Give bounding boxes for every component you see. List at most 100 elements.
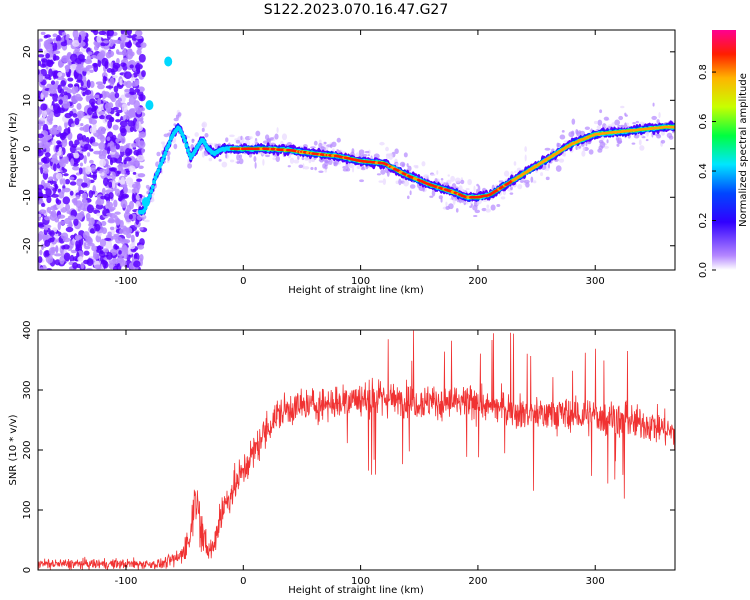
heatmap-cell [123,71,132,79]
heatmap-cell [345,167,351,172]
heatmap-cell [69,176,75,181]
heatmap-cell [200,137,204,141]
heatmap-cell [41,109,47,118]
heatmap-cell [378,180,384,183]
heatmap-cell [173,123,177,127]
heatmap-cell [238,154,243,159]
heatmap-cell [98,52,103,57]
heatmap-cell [179,129,183,133]
heatmap-cell [61,245,66,250]
heatmap-cell [44,92,49,96]
heatmap-cell [120,199,128,209]
heatmap-cell [44,239,51,247]
heatmap-cell [116,58,120,65]
heatmap-cell [73,152,80,159]
heatmap-cell [124,93,131,98]
heatmap-cell [253,156,257,162]
heatmap-cell [160,141,166,145]
heatmap-cell [135,67,141,75]
heatmap-cell [593,120,598,125]
heatmap-cell [123,186,128,192]
heatmap-cell [638,139,642,146]
heatmap-cell [645,139,649,142]
heatmap-cell [69,53,78,62]
heatmap-cell [137,173,146,178]
heatmap-cell [318,139,322,144]
heatmap-cell [71,143,78,148]
heatmap-cell [135,106,142,115]
heatmap-cell [513,161,517,166]
heatmap-cell [150,185,155,188]
heatmap-cell [45,43,54,53]
heatmap-cell [130,234,135,243]
heatmap-cell [303,166,310,170]
heatmap-cell [485,208,491,213]
heatmap-cell [102,260,109,269]
heatmap-cell [618,115,624,121]
heatmap-cell [236,161,240,165]
heatmap-cell [276,127,279,133]
heatmap-cell [96,129,101,134]
heatmap-cell [119,120,128,127]
heatmap-cell [524,154,527,162]
heatmap-cell [447,174,450,177]
heatmap-cell [136,48,142,56]
heatmap-cell [90,164,96,172]
heatmap-cell [186,136,191,139]
heatmap-cell [309,158,316,162]
heatmap-cell [188,156,193,160]
heatmap-cell [140,116,144,121]
heatmap-cell [57,214,66,219]
heatmap-cell [75,243,80,250]
heatmap-cell [452,198,456,205]
heatmap-cell [101,57,109,67]
heatmap-cell [133,260,141,268]
heatmap-cell [314,166,317,171]
heatmap-cell [61,139,68,148]
heatmap-cell [248,136,253,140]
heatmap-cell [186,148,190,152]
heatmap-cell [120,169,126,175]
heatmap-cell [59,255,65,265]
colorbar-ticks: 0.0 0.2 0.4 0.6 0.8 [698,64,716,278]
heatmap-cell [165,148,169,151]
heatmap-cell [96,212,101,217]
heatmap-cell [40,103,48,111]
heatmap-cell [88,98,96,106]
heatmap-cell [119,179,126,185]
heatmap-cell [76,133,84,141]
heatmap-cell [41,140,47,150]
heatmap-cell [86,204,95,214]
heatmap-cell [110,147,117,153]
heatmap-cell [187,163,193,169]
heatmap-cell [106,212,112,216]
heatmap-cell [301,156,305,161]
heatmap-cell [68,266,73,270]
heatmap-cell [272,157,276,161]
heatmap-cell [139,227,144,231]
heatmap-cell [43,216,51,221]
heatmap-cell [255,130,261,137]
colorbar-gradient [712,30,736,270]
heatmap-cell [131,193,135,202]
heatmap-cell [324,159,329,164]
heatmap-cell [367,154,371,157]
heatmap-cell [310,166,314,171]
heatmap-cell [166,144,171,148]
heatmap-cell [152,180,156,184]
heatmap-cell [113,265,118,270]
heatmap-cell [67,77,74,82]
spectrogram-x-label: Height of straight line (km) [288,285,424,296]
heatmap-cell [114,211,121,215]
heatmap-cell [115,143,121,150]
heatmap-cell [229,159,235,163]
heatmap-cell [135,35,143,40]
heatmap-cell [58,99,63,105]
heatmap-cell [52,138,56,146]
heatmap-cell [71,166,80,171]
heatmap-cell [318,142,323,148]
snr-series-line [38,330,675,570]
heatmap-cell [50,158,59,163]
heatmap-cell [163,151,168,155]
